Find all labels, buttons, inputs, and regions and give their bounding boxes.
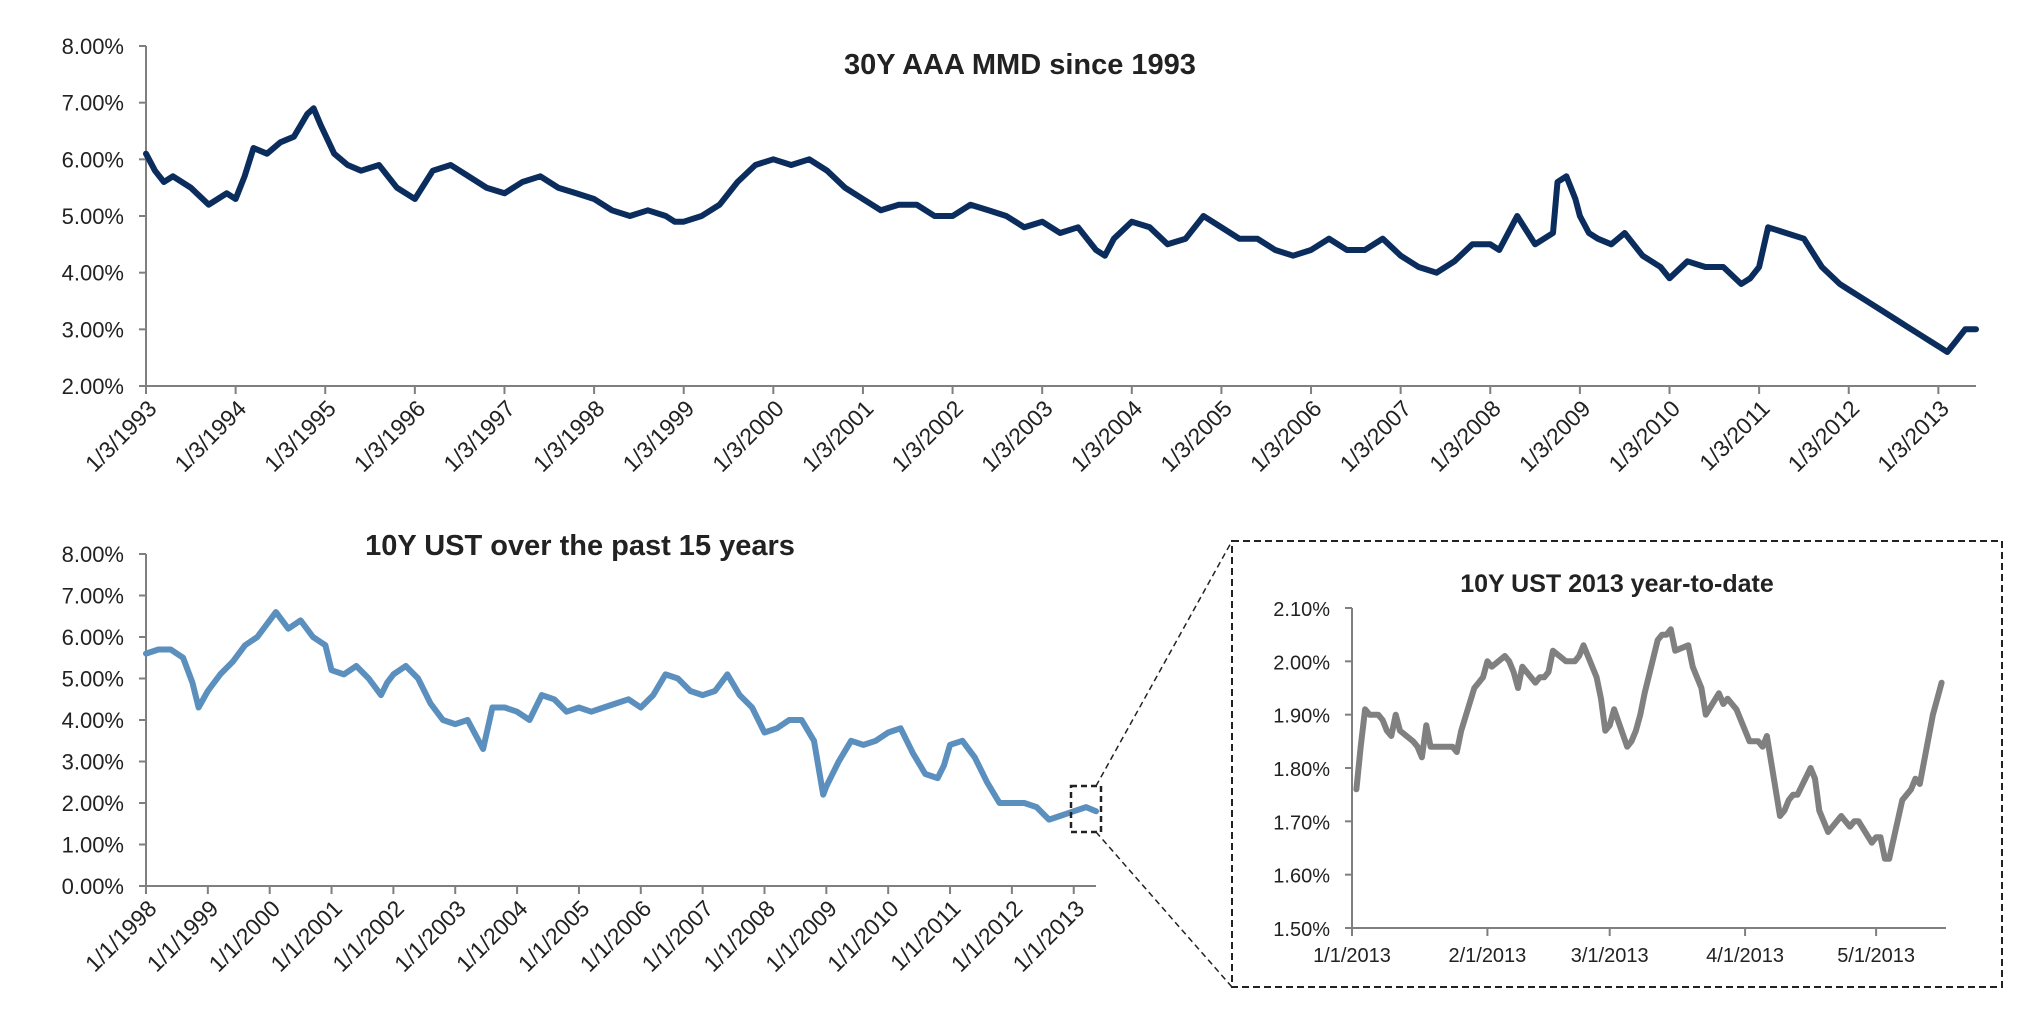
- chart-title-mmd: 30Y AAA MMD since 1993: [844, 49, 1196, 81]
- mmd-y-axis: 2.00% 3.00% 4.00% 5.00% 6.00% 7.00% 8.00%: [62, 34, 146, 399]
- x-tick-label: 5/1/2013: [1837, 945, 1915, 967]
- ust15-x-axis: 1/1/19981/1/19991/1/20001/1/20011/1/2002…: [80, 886, 1089, 977]
- y-tick-label: 1.90%: [1273, 706, 1330, 728]
- chart-title-ust15: 10Y UST over the past 15 years: [365, 530, 795, 562]
- y-tick-label: 2.00%: [62, 791, 124, 816]
- x-tick-label: 1/3/1993: [80, 395, 162, 477]
- x-tick-label: 1/1/2013: [1313, 945, 1391, 967]
- ytd-x-axis: 1/1/2013 2/1/2013 3/1/2013 4/1/2013 5/1/2013: [1313, 928, 1915, 967]
- y-tick-label: 5.00%: [62, 204, 124, 229]
- y-tick-label: 7.00%: [62, 584, 124, 609]
- x-tick-label: 1/3/1999: [618, 395, 700, 477]
- y-tick-label: 8.00%: [62, 542, 124, 567]
- x-tick-label: 1/3/2007: [1334, 395, 1416, 477]
- ust15-y-axis: 0.00% 1.00% 2.00% 3.00% 4.00% 5.00% 6.00% 7.00%…: [62, 542, 146, 899]
- x-tick-label: 3/1/2013: [1571, 945, 1649, 967]
- x-tick-label: 1/3/1995: [259, 395, 341, 477]
- x-tick-label: 4/1/2013: [1706, 945, 1784, 967]
- y-tick-label: 1.70%: [1273, 812, 1330, 834]
- chart-30y-aaa-mmd: 30Y AAA MMD since 1993 2.00% 3.00% 4.00% 5.…: [62, 34, 1979, 477]
- ust15-series-line: [143, 609, 1099, 823]
- zoom-connector-bottom: [1095, 831, 1233, 988]
- x-tick-label: 1/3/1994: [169, 395, 251, 477]
- x-tick-label: 1/3/2012: [1783, 395, 1865, 477]
- x-tick-label: 1/3/2001: [797, 395, 879, 477]
- x-tick-label: 1/3/2005: [1155, 395, 1237, 477]
- y-tick-label: 0.00%: [62, 874, 124, 899]
- x-tick-label: 1/3/2000: [707, 395, 789, 477]
- y-tick-label: 1.50%: [1273, 919, 1330, 941]
- x-tick-label: 1/3/1996: [349, 395, 431, 477]
- ytd-series-line: [1353, 626, 1945, 862]
- x-tick-label: 2/1/2013: [1448, 945, 1526, 967]
- y-tick-label: 5.00%: [62, 667, 124, 692]
- x-tick-label: 1/3/2006: [1245, 395, 1327, 477]
- y-tick-label: 7.00%: [62, 91, 124, 116]
- x-tick-label: 1/3/2009: [1514, 395, 1596, 477]
- y-tick-label: 3.00%: [62, 317, 124, 342]
- x-tick-label: 1/3/2003: [976, 395, 1058, 477]
- x-tick-label: 1/3/2008: [1424, 395, 1506, 477]
- ytd-y-axis: 1.50% 1.60% 1.70% 1.80% 1.90% 2.00% 2.10%: [1273, 599, 1352, 941]
- y-tick-label: 8.00%: [62, 34, 124, 59]
- x-tick-label: 1/3/2004: [1066, 395, 1148, 477]
- zoom-connector-top: [1095, 540, 1233, 787]
- y-tick-label: 1.80%: [1273, 759, 1330, 781]
- ust15-axes: [145, 554, 1096, 887]
- y-tick-label: 2.00%: [62, 374, 124, 399]
- zoom-highlight-box: [1069, 784, 1103, 834]
- y-tick-label: 2.10%: [1273, 599, 1330, 621]
- x-tick-label: 1/3/2011: [1694, 395, 1774, 475]
- x-tick-label: 1/3/1998: [528, 395, 610, 477]
- y-tick-label: 2.00%: [1273, 652, 1330, 674]
- y-tick-label: 4.00%: [62, 261, 124, 286]
- x-tick-label: 1/3/2013: [1872, 395, 1954, 477]
- y-tick-label: 4.00%: [62, 708, 124, 733]
- y-tick-label: 3.00%: [62, 750, 124, 775]
- chart-10y-ust-2013-ytd: 10Y UST 2013 year-to-date 1.50% 1.60% 1.70…: [1231, 540, 2003, 988]
- y-tick-label: 1.00%: [62, 833, 124, 858]
- chart-10y-ust-15-years: 10Y UST over the past 15 years 0.00% 1.00…: [62, 530, 1233, 988]
- mmd-x-axis: 1/3/1993 1/3/1994 1/3/1995 1/3/1996 1/3/1997…: [80, 386, 1954, 477]
- y-tick-label: 6.00%: [62, 147, 124, 172]
- x-tick-label: 1/3/1997: [438, 395, 520, 477]
- y-tick-label: 6.00%: [62, 625, 124, 650]
- chart-title-ytd: 10Y UST 2013 year-to-date: [1460, 570, 1774, 598]
- mmd-series-line: [143, 105, 1979, 355]
- x-tick-label: 1/3/2010: [1603, 395, 1685, 477]
- x-tick-label: 1/3/2002: [886, 395, 968, 477]
- y-tick-label: 1.60%: [1273, 866, 1330, 888]
- mmd-axes: [145, 46, 1976, 387]
